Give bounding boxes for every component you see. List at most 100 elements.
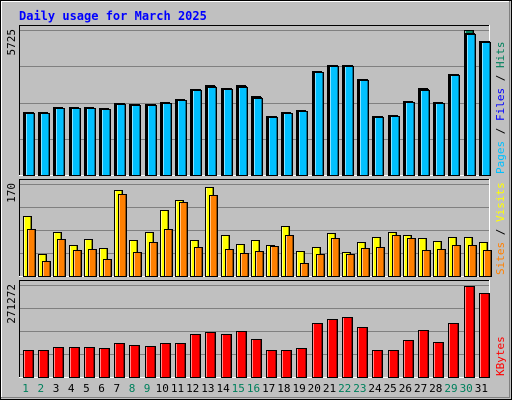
bar-sites-day-25 <box>392 235 401 277</box>
bar-sites-day-14 <box>225 249 234 277</box>
bar-kbytes-day-28 <box>433 342 444 378</box>
bar-pages-day-25 <box>390 116 400 176</box>
bar-pages-day-6 <box>101 109 111 176</box>
bar-body <box>466 34 476 176</box>
bar-body <box>114 343 125 378</box>
bar-pages-day-1 <box>25 113 35 176</box>
bar-pages-day-17 <box>268 117 278 176</box>
bar-pages-day-14 <box>223 89 233 176</box>
bar-body <box>407 238 416 277</box>
bar-body <box>86 108 96 176</box>
bar-body <box>88 249 97 277</box>
bar-pages-day-31 <box>481 42 491 176</box>
bar-body <box>162 103 172 176</box>
day-label-14: 14 <box>216 382 230 395</box>
bar-body <box>283 113 293 176</box>
bar-pages-day-26 <box>405 102 415 176</box>
bar-body <box>390 116 400 176</box>
day-label-30: 30 <box>460 382 473 395</box>
day-label-25: 25 <box>384 382 397 395</box>
series-label-sites: Sites <box>494 242 507 275</box>
bar-pages-day-9 <box>147 105 157 176</box>
bar-sites-day-17 <box>270 246 279 277</box>
bar-body <box>164 229 173 277</box>
bar-body <box>359 80 369 176</box>
bar-body <box>131 105 141 176</box>
day-label-24: 24 <box>368 382 382 395</box>
series-label-separator: / <box>494 68 507 88</box>
bar-pages-day-23 <box>359 80 369 176</box>
day-label-7: 7 <box>113 382 120 395</box>
panel-max-label: 271272 <box>5 284 18 324</box>
bar-body <box>357 327 368 378</box>
bar-kbytes-day-6 <box>99 348 110 378</box>
day-label-21: 21 <box>323 382 336 395</box>
bar-body <box>316 254 325 277</box>
day-label-15: 15 <box>232 382 245 395</box>
bar-kbytes-day-9 <box>145 346 156 378</box>
bar-kbytes-day-27 <box>418 330 429 378</box>
day-label-12: 12 <box>186 382 199 395</box>
bar-sites-day-11 <box>179 202 188 277</box>
bar-kbytes-day-2 <box>38 350 49 378</box>
bar-sites-day-28 <box>437 249 446 277</box>
bar-pages-day-22 <box>344 66 354 176</box>
bar-body <box>253 98 263 176</box>
day-label-23: 23 <box>353 382 366 395</box>
bar-body <box>55 108 65 176</box>
day-label-16: 16 <box>247 382 260 395</box>
bar-kbytes-day-7 <box>114 343 125 378</box>
bar-pages-day-11 <box>177 100 187 176</box>
bar-body <box>38 350 49 378</box>
bar-body <box>270 246 279 277</box>
bar-kbytes-day-8 <box>129 345 140 378</box>
bar-body <box>223 89 233 176</box>
bar-sites-day-26 <box>407 238 416 277</box>
bar-kbytes-day-13 <box>205 332 216 378</box>
bar-body <box>483 250 492 277</box>
day-label-8: 8 <box>129 382 136 395</box>
panel-max-label: 170 <box>5 183 18 203</box>
day-label-13: 13 <box>201 382 214 395</box>
bar-pages-day-3 <box>55 108 65 176</box>
bar-body <box>331 238 340 277</box>
bar-pages-day-30 <box>466 34 476 176</box>
bar-body <box>405 102 415 176</box>
bar-body <box>175 343 186 378</box>
bar-body <box>255 251 264 277</box>
bar-sites-day-31 <box>483 250 492 277</box>
bar-body <box>268 117 278 176</box>
day-label-11: 11 <box>171 382 184 395</box>
bar-body <box>464 286 475 378</box>
day-label-20: 20 <box>308 382 321 395</box>
day-label-3: 3 <box>53 382 60 395</box>
bar-body <box>190 334 201 378</box>
bar-sites-day-12 <box>194 247 203 277</box>
bar-sites-day-23 <box>361 248 370 277</box>
panel-hits-files-pages: 5725 Pages / Files / Hits <box>5 25 507 176</box>
bar-sites-day-27 <box>422 250 431 277</box>
bar-sites-day-18 <box>285 235 294 277</box>
bar-kbytes-day-11 <box>175 343 186 378</box>
bar-kbytes-day-24 <box>372 350 383 378</box>
bar-body <box>147 105 157 176</box>
bar-kbytes-day-3 <box>53 347 64 378</box>
bar-kbytes-day-17 <box>266 350 277 378</box>
bar-body <box>240 253 249 277</box>
bar-sites-day-7 <box>118 194 127 277</box>
bar-body <box>376 247 385 277</box>
bar-kbytes-day-21 <box>327 319 338 378</box>
bar-body <box>374 117 384 176</box>
bar-body <box>281 350 292 378</box>
bar-body <box>116 104 126 176</box>
bar-pages-day-12 <box>192 90 202 176</box>
bar-body <box>133 252 142 277</box>
bar-sites-day-1 <box>27 229 36 277</box>
panel-series-label: Pages / Files / Hits <box>494 42 507 175</box>
bar-kbytes-day-10 <box>160 343 171 378</box>
bar-sites-day-10 <box>164 229 173 277</box>
bar-pages-day-2 <box>40 113 50 176</box>
bar-body <box>422 250 431 277</box>
bar-kbytes-day-26 <box>403 340 414 378</box>
bar-body <box>177 100 187 176</box>
